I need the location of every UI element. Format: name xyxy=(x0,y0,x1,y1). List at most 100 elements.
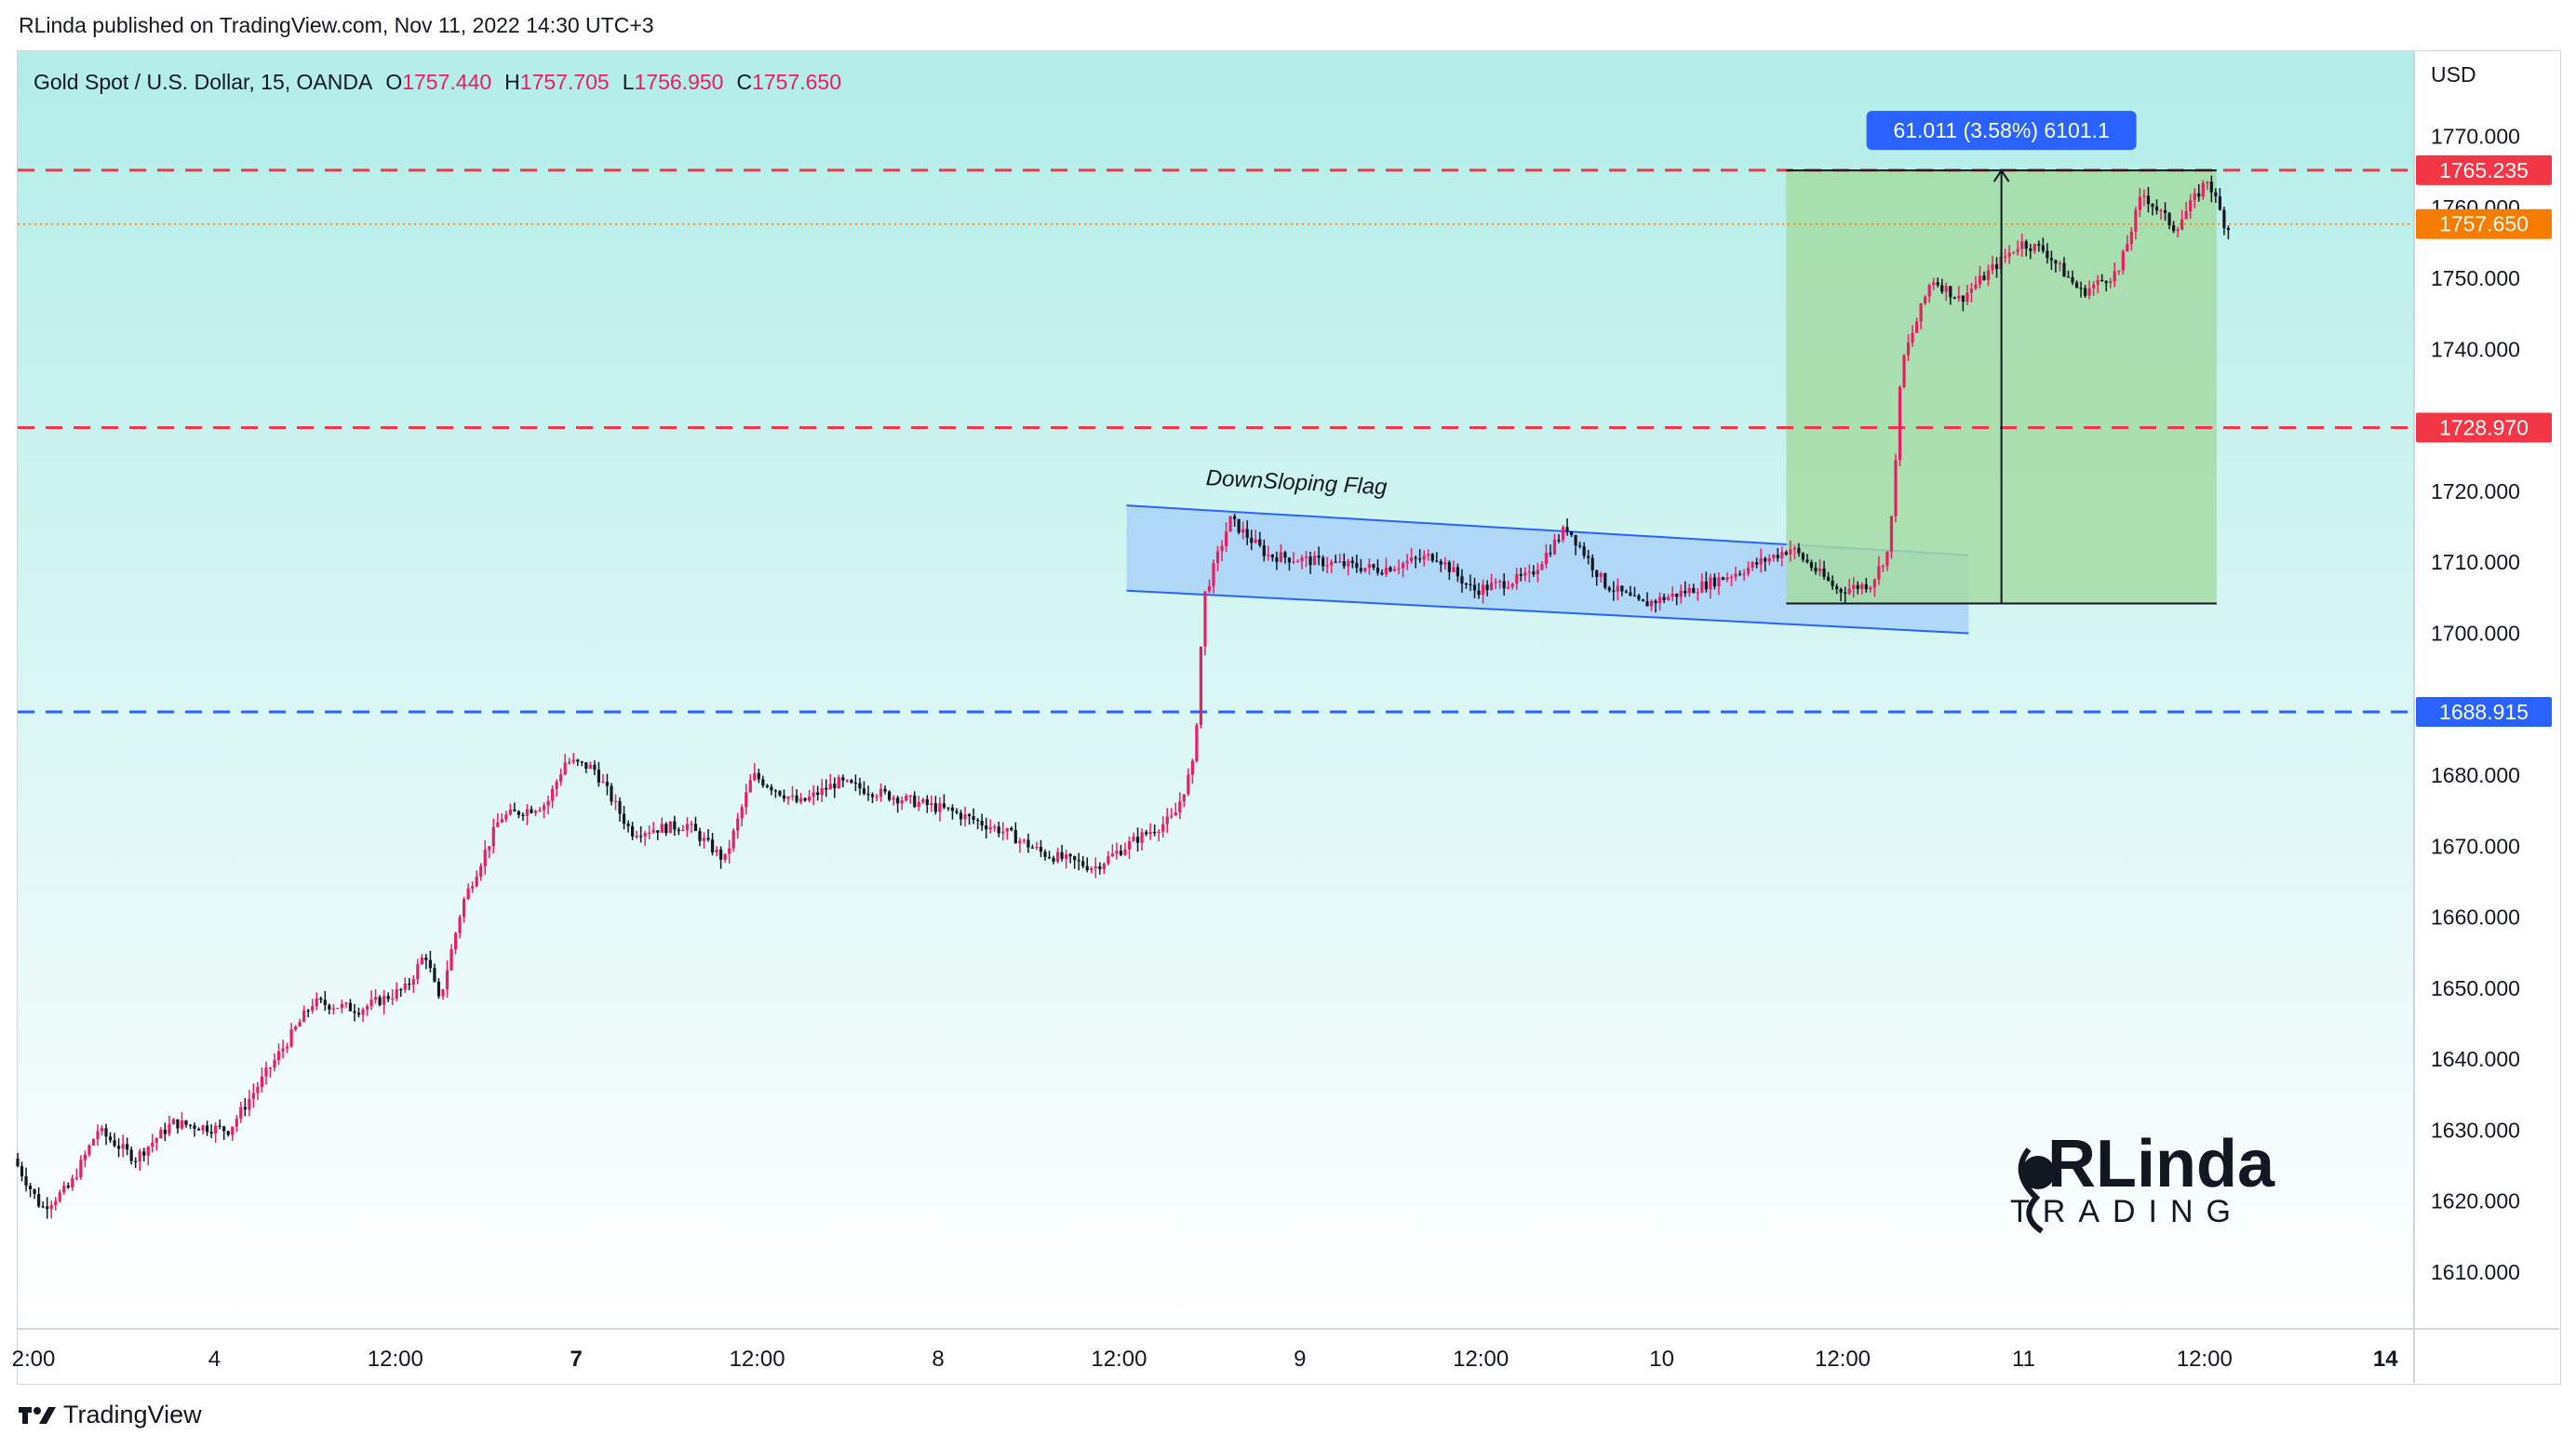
candle-body xyxy=(748,780,752,793)
candle-body xyxy=(1123,849,1127,855)
candle-body xyxy=(630,825,635,837)
candle-body xyxy=(1809,562,1814,569)
tradingview-logo-icon xyxy=(19,1406,56,1424)
flag-lower-line[interactable] xyxy=(1126,589,1969,635)
candle-body xyxy=(1010,827,1013,830)
candle-body xyxy=(2087,288,2091,296)
candle-body xyxy=(1519,573,1523,576)
candle-body xyxy=(260,1076,264,1088)
candle-body xyxy=(74,1177,78,1179)
candle-body xyxy=(441,989,445,997)
candle-body xyxy=(2012,251,2016,253)
candle-body xyxy=(79,1160,83,1178)
candle-body xyxy=(2016,248,2019,252)
candle-body xyxy=(862,788,866,794)
tradingview-brand-label: TradingView xyxy=(63,1401,202,1428)
candle-body xyxy=(1523,572,1527,576)
y-tick-label: 1710.000 xyxy=(2431,550,2520,574)
candle-body xyxy=(1275,556,1279,562)
candle-body xyxy=(1452,567,1456,572)
candle-body xyxy=(1233,516,1237,519)
candle-body xyxy=(942,803,946,808)
candle-body xyxy=(639,836,643,838)
candle-body xyxy=(1675,593,1679,597)
candle-body xyxy=(348,1002,353,1012)
candle-body xyxy=(1001,831,1005,834)
candle-body xyxy=(1776,555,1779,558)
candle-body xyxy=(2117,270,2121,272)
candle-body xyxy=(555,781,558,789)
candle-body xyxy=(500,819,503,823)
candle-body xyxy=(1940,285,1944,292)
candle-body xyxy=(896,798,900,804)
candle-body xyxy=(845,780,849,782)
candle-body xyxy=(828,784,832,790)
measure-arrow-head xyxy=(1992,168,2010,182)
candle-body xyxy=(1569,531,1574,536)
candle-body xyxy=(54,1200,58,1205)
candle-body xyxy=(471,886,475,889)
candle-body xyxy=(677,829,680,831)
candle-body xyxy=(2214,192,2218,196)
candle-body xyxy=(1220,545,1224,552)
candle-body xyxy=(1322,557,1325,567)
candle-body xyxy=(837,777,840,789)
candle-body xyxy=(1334,561,1337,563)
candle-body xyxy=(1165,816,1169,825)
candle-body xyxy=(1110,853,1114,857)
candle-body xyxy=(1439,560,1442,565)
candle-body xyxy=(1507,586,1510,589)
candle-body xyxy=(62,1186,66,1193)
svg-text:Gold Spot / U.S. Dollar, 15, O: Gold Spot / U.S. Dollar, 15, OANDA O1757.… xyxy=(34,70,841,94)
candle-body xyxy=(1215,551,1220,564)
tradingview-brand[interactable]: TradingView xyxy=(19,1401,202,1429)
candle-body xyxy=(1632,595,1637,597)
candle-body xyxy=(1704,581,1708,590)
candle-body xyxy=(1460,576,1464,584)
candle-body xyxy=(104,1128,108,1137)
candle-body xyxy=(988,827,992,830)
candle-body xyxy=(424,958,428,960)
candle-body xyxy=(479,865,483,878)
symbol-legend: Gold Spot / U.S. Dollar, 15, OANDA O1757.… xyxy=(34,70,841,94)
svg-text:RLinda: RLinda xyxy=(2047,1127,2275,1201)
candle-body xyxy=(1153,832,1157,834)
candle-body xyxy=(475,877,478,887)
candle-body xyxy=(1077,860,1080,862)
candle-body xyxy=(841,777,845,781)
x-tick-label: 2:00 xyxy=(12,1347,56,1372)
candle-body xyxy=(551,788,555,801)
candle-body xyxy=(866,793,870,796)
candle-body xyxy=(256,1087,260,1093)
candle-body xyxy=(946,807,950,809)
candle-body xyxy=(1363,568,1367,571)
candle-body xyxy=(601,782,605,784)
candle-body xyxy=(214,1125,218,1134)
candle-body xyxy=(180,1120,184,1129)
candle-body xyxy=(1178,801,1182,813)
candle-body xyxy=(28,1186,33,1190)
candle-body xyxy=(1747,567,1751,574)
candle-body xyxy=(1187,774,1190,795)
price-level-label: 1757.650 xyxy=(2439,212,2529,236)
candle-body xyxy=(1780,552,1784,558)
candle-body xyxy=(1262,544,1266,556)
candle-body xyxy=(1670,593,1674,597)
candle-body xyxy=(1919,302,1923,322)
candle-body xyxy=(1847,588,1851,594)
candle-body xyxy=(2066,276,2071,278)
candle-body xyxy=(959,812,963,820)
candle-body xyxy=(1203,591,1207,647)
candle-body xyxy=(626,824,630,826)
price-level-tag xyxy=(2416,697,2552,728)
candle-body xyxy=(2218,195,2221,210)
candle-body xyxy=(2184,211,2188,220)
candle-body xyxy=(1590,557,1594,570)
candle-body xyxy=(1751,562,1754,568)
candle-body xyxy=(2041,245,2045,251)
candle-body xyxy=(568,761,571,764)
candle-body xyxy=(445,970,449,990)
measure-label: 61.011 (3.58%) 6101.1 xyxy=(1893,118,2109,142)
candle-body xyxy=(1629,592,1632,596)
